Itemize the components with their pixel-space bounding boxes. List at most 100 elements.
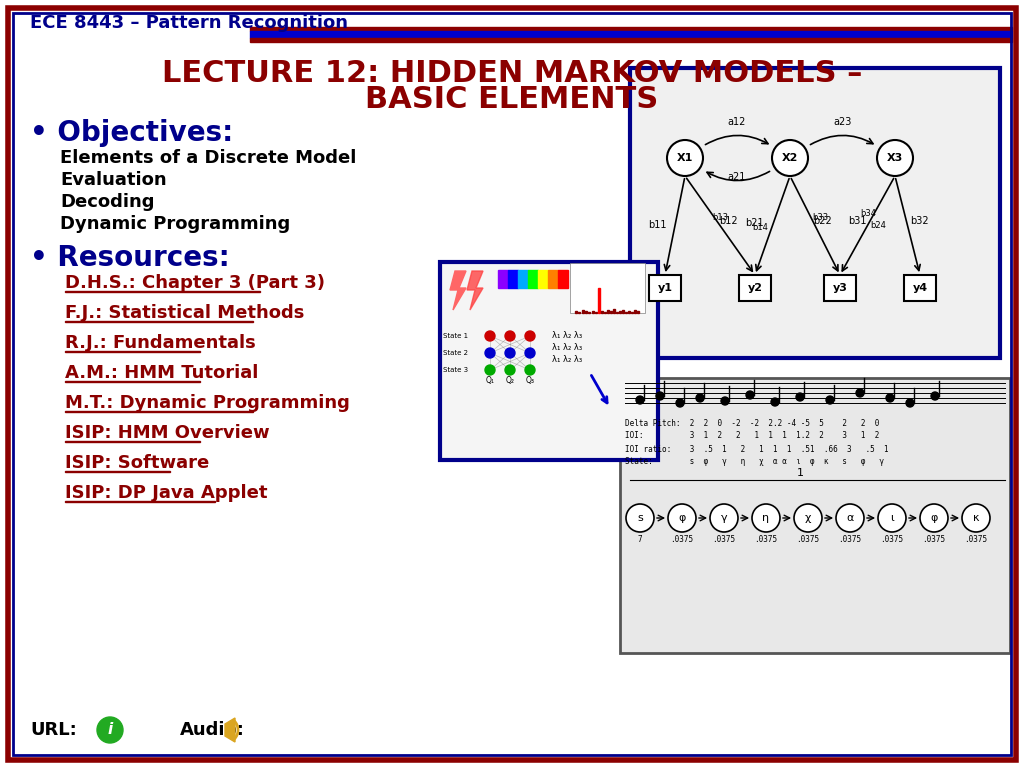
Bar [904, 275, 936, 301]
Text: b32: b32 [910, 216, 929, 226]
Circle shape [656, 392, 664, 400]
Circle shape [710, 504, 738, 532]
Circle shape [667, 140, 703, 176]
Text: X1: X1 [677, 153, 693, 163]
Text: .0375: .0375 [797, 535, 819, 545]
Text: BASIC ELEMENTS: BASIC ELEMENTS [366, 85, 658, 114]
Bar [613, 309, 614, 313]
Circle shape [505, 331, 515, 341]
Text: .0375: .0375 [881, 535, 903, 545]
Text: .0375: .0375 [755, 535, 777, 545]
Circle shape [886, 394, 894, 402]
Circle shape [878, 504, 906, 532]
Text: ISIP: HMM Overview: ISIP: HMM Overview [65, 424, 269, 442]
Text: b24: b24 [870, 221, 886, 230]
Bar [582, 310, 584, 313]
Text: y2: y2 [748, 283, 763, 293]
Bar [570, 263, 645, 313]
Text: ι: ι [890, 513, 894, 523]
Bar [622, 310, 624, 313]
Circle shape [696, 394, 705, 402]
Circle shape [485, 348, 495, 358]
Text: b22: b22 [814, 216, 833, 226]
Text: IOI ratio:    3  .5  1   2   1  1  1  .51  .66  3   .5  1: IOI ratio: 3 .5 1 2 1 1 1 .51 .66 3 .5 1 [625, 445, 889, 453]
Text: b34: b34 [860, 209, 876, 218]
Bar [575, 311, 577, 313]
Bar [528, 270, 538, 288]
Bar [610, 311, 611, 313]
Circle shape [836, 504, 864, 532]
Bar [538, 270, 548, 288]
Bar [65, 290, 260, 292]
Text: a23: a23 [834, 117, 852, 127]
Circle shape [794, 504, 822, 532]
Circle shape [877, 140, 913, 176]
Circle shape [796, 393, 804, 401]
Text: a21: a21 [728, 172, 746, 182]
Text: M.T.: Dynamic Programming: M.T.: Dynamic Programming [65, 394, 350, 412]
Circle shape [721, 397, 729, 405]
Text: • Resources:: • Resources: [30, 244, 229, 272]
Text: ISIP: DP Java Applet: ISIP: DP Java Applet [65, 484, 267, 502]
Text: Dynamic Programming: Dynamic Programming [60, 215, 290, 233]
Text: b21: b21 [745, 219, 764, 229]
Text: State:        s  φ   γ   η   χ  α α  ι  φ  κ   s   φ   γ: State: s φ γ η χ α α ι φ κ s φ γ [625, 458, 884, 466]
Polygon shape [225, 718, 234, 742]
Text: Decoding: Decoding [60, 193, 155, 211]
Text: Q₂: Q₂ [506, 376, 514, 385]
Text: Delta Pitch:  2  2  0  -2  -2  2.2 -4 -5  5    2   2  0: Delta Pitch: 2 2 0 -2 -2 2.2 -4 -5 5 2 2… [625, 419, 880, 428]
Bar [65, 441, 200, 442]
Circle shape [525, 348, 535, 358]
Circle shape [962, 504, 990, 532]
Circle shape [771, 398, 779, 406]
Bar [518, 270, 528, 288]
Text: Elements of a Discrete Model: Elements of a Discrete Model [60, 149, 356, 167]
Bar [630, 68, 1000, 358]
Bar [578, 312, 580, 313]
Text: IOI:          3  1  2   2   1  1  1  1.2  2    3   1  2: IOI: 3 1 2 2 1 1 1 1.2 2 3 1 2 [625, 432, 880, 441]
Bar [637, 311, 639, 313]
Circle shape [772, 140, 808, 176]
Text: Audio:: Audio: [180, 721, 245, 739]
Text: F.J.: Statistical Methods: F.J.: Statistical Methods [65, 304, 304, 322]
Text: A.M.: HMM Tutorial: A.M.: HMM Tutorial [65, 364, 258, 382]
Text: State 2: State 2 [443, 350, 468, 356]
Text: λ₁ λ₂ λ₃: λ₁ λ₂ λ₃ [552, 332, 582, 340]
Bar [618, 311, 621, 313]
Circle shape [931, 392, 939, 400]
Text: i: i [108, 723, 113, 737]
Text: y1: y1 [657, 283, 673, 293]
Text: φ: φ [678, 513, 686, 523]
Text: R.J.: Fundamentals: R.J.: Fundamentals [65, 334, 256, 352]
Bar [620, 378, 1010, 653]
Circle shape [485, 331, 495, 341]
Bar [634, 310, 636, 313]
Text: 7: 7 [638, 535, 642, 545]
Bar [595, 312, 597, 313]
Circle shape [668, 504, 696, 532]
Bar [65, 411, 253, 412]
Text: λ₁ λ₂ λ₃: λ₁ λ₂ λ₃ [552, 356, 582, 365]
Bar [824, 275, 856, 301]
Bar [585, 311, 587, 313]
Text: LECTURE 12: HIDDEN MARKOV MODELS –: LECTURE 12: HIDDEN MARKOV MODELS – [162, 58, 862, 88]
Bar [598, 288, 599, 313]
Circle shape [920, 504, 948, 532]
Text: D.H.S.: Chapter 3 (Part 3): D.H.S.: Chapter 3 (Part 3) [65, 274, 325, 292]
Bar [65, 501, 215, 502]
Text: b12: b12 [719, 216, 737, 226]
Text: Q₁: Q₁ [485, 376, 495, 385]
Bar [65, 350, 200, 352]
Circle shape [676, 399, 684, 407]
Circle shape [746, 391, 754, 399]
Circle shape [856, 389, 864, 397]
Circle shape [525, 331, 535, 341]
Text: URL:: URL: [30, 721, 77, 739]
Text: b31: b31 [848, 216, 866, 226]
Text: b11: b11 [648, 220, 667, 230]
Text: ISIP: Software: ISIP: Software [65, 454, 209, 472]
Circle shape [906, 399, 914, 407]
Text: b14: b14 [752, 223, 768, 232]
Text: .0375: .0375 [839, 535, 861, 545]
Bar [604, 312, 605, 313]
